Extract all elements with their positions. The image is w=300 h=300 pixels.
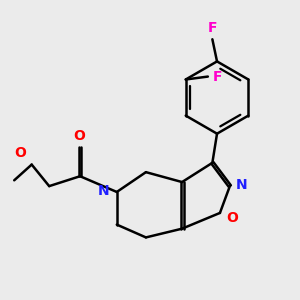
Text: F: F xyxy=(208,21,217,35)
Text: F: F xyxy=(212,70,222,84)
Text: O: O xyxy=(15,146,26,161)
Text: O: O xyxy=(226,211,238,225)
Text: O: O xyxy=(73,129,85,143)
Text: N: N xyxy=(236,178,247,192)
Text: N: N xyxy=(98,184,110,198)
